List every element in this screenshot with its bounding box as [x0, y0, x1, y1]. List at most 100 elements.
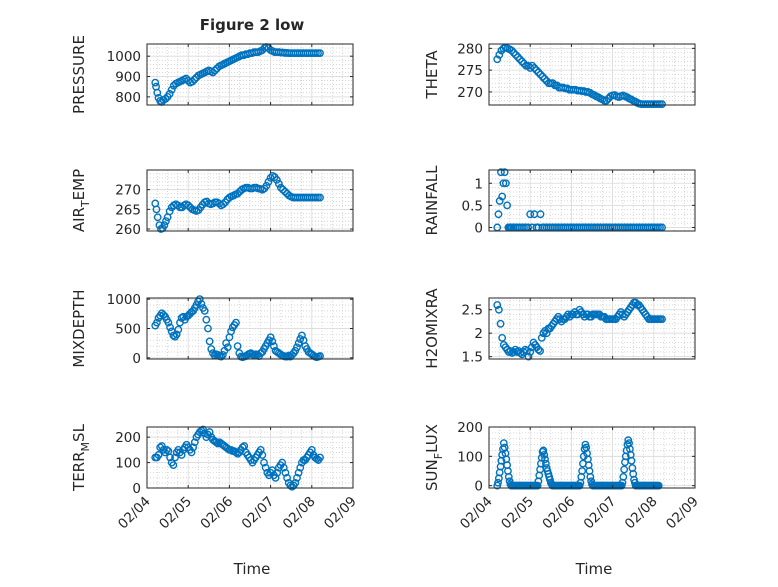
axes-box	[488, 297, 696, 360]
data-point	[195, 295, 204, 304]
data-point	[152, 205, 161, 214]
data-point	[199, 425, 207, 434]
data-point	[261, 463, 270, 472]
data-point	[212, 438, 221, 447]
data-point	[516, 55, 524, 64]
y-tick-label: 100	[457, 449, 483, 465]
data-point	[151, 78, 160, 87]
data-point	[205, 428, 214, 436]
data-point	[154, 451, 163, 459]
data-point	[165, 89, 174, 98]
data-point	[205, 337, 214, 346]
y-axis-label-rest: EMP	[70, 169, 88, 200]
data-point	[197, 299, 206, 308]
data-point	[161, 95, 170, 103]
data-point	[276, 183, 285, 192]
x-axis-label-right: Time	[575, 560, 613, 578]
y-tick-label: 0	[474, 220, 483, 236]
data-point	[494, 305, 503, 314]
data-point	[174, 325, 183, 334]
y-tick-label: 275	[457, 63, 483, 79]
y-axis-label-main: TERR	[70, 451, 88, 492]
axes-box	[488, 169, 696, 232]
data-point	[202, 315, 211, 324]
y-tick-label: 0	[474, 479, 483, 495]
data-point	[498, 192, 507, 201]
y-tick-label: 2.5	[462, 303, 483, 319]
y-tick-label: 800	[115, 90, 141, 106]
data-point	[167, 85, 176, 94]
data-point	[494, 478, 502, 487]
data-point	[218, 350, 227, 359]
data-point	[189, 443, 198, 452]
y-tick-label: 1000	[107, 292, 141, 308]
data-point	[537, 333, 546, 342]
y-tick-label: 260	[115, 222, 141, 238]
data-point	[291, 479, 300, 487]
y-axis-label-main: THETA	[423, 50, 441, 100]
data-point	[160, 221, 169, 230]
data-point	[233, 189, 242, 198]
data-point	[219, 200, 228, 209]
subplot-5: 0 500 1000 MIXDEPTH	[70, 289, 354, 368]
y-tick-label: 2	[474, 326, 483, 342]
data-point	[157, 442, 166, 450]
x-axis-label-left: Time	[233, 560, 271, 578]
y-axis-label-subscript: T	[79, 200, 92, 208]
data-point	[233, 342, 242, 350]
data-point	[513, 53, 522, 61]
y-tick-label: 500	[115, 322, 141, 338]
data-point	[602, 96, 611, 105]
data-point	[293, 473, 301, 482]
data-point	[279, 185, 287, 194]
data-point	[541, 455, 549, 464]
data-point	[493, 301, 502, 309]
y-tick-label: 200	[115, 430, 141, 446]
data-point	[316, 49, 324, 58]
data-point	[538, 72, 547, 81]
y-axis-label-main: SUN	[423, 459, 441, 491]
axes-box	[146, 43, 354, 106]
figure-title: Figure 2 low	[200, 16, 305, 34]
data-point	[534, 345, 543, 354]
data-point	[497, 168, 505, 177]
data-point	[283, 473, 291, 482]
series-markers	[151, 43, 324, 106]
y-axis-label: THETA	[423, 50, 441, 100]
data-point	[500, 168, 509, 177]
data-point	[153, 88, 162, 97]
y-axis-label: PRESSURE	[70, 35, 88, 114]
y-tick-label: 100	[115, 456, 141, 472]
data-point	[494, 210, 503, 219]
data-point	[307, 445, 316, 454]
data-point	[184, 201, 193, 210]
data-point	[152, 318, 161, 327]
data-point	[258, 451, 267, 459]
data-point	[296, 463, 305, 472]
data-point	[171, 453, 179, 462]
data-point	[169, 461, 178, 470]
data-point	[536, 347, 544, 355]
y-axis-label-subscript: F	[432, 453, 445, 459]
data-point	[504, 472, 513, 481]
y-tick-label: 280	[457, 41, 483, 57]
data-point	[164, 318, 173, 327]
data-point	[499, 439, 508, 448]
data-point	[536, 210, 545, 219]
y-axis-label: TERRMSL	[70, 423, 92, 492]
data-point	[316, 193, 324, 202]
data-point	[316, 453, 324, 462]
data-point	[658, 315, 666, 324]
data-point	[548, 79, 557, 88]
data-point	[534, 68, 543, 77]
y-tick-label: 200	[457, 420, 483, 436]
y-axis-label-main: H2OMIXRA	[423, 288, 441, 369]
y-tick-label: 1000	[107, 49, 141, 65]
data-point	[162, 217, 170, 226]
data-point	[217, 352, 226, 361]
data-point	[294, 468, 303, 477]
axes-box	[488, 43, 696, 106]
data-point	[532, 66, 541, 75]
data-point	[499, 179, 508, 188]
data-point	[278, 458, 287, 467]
